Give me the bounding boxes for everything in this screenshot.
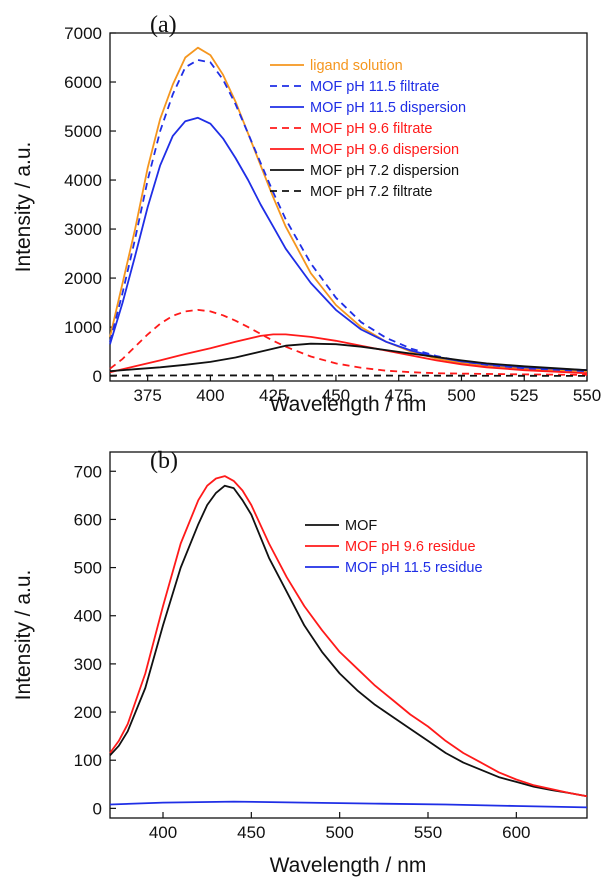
x-tick-label: 525 <box>510 386 538 405</box>
panel-b: 400 450 500 550 600 0 100 200 300 400 500 600 700 (b… <box>12 448 588 877</box>
x-axis-label: Wavelength / nm <box>270 854 427 877</box>
y-tick-label: 3000 <box>64 220 102 239</box>
series-layer <box>109 475 588 809</box>
y-tick-label: 300 <box>74 655 102 674</box>
series-line-mof <box>109 484 588 798</box>
y-tick-label: 6000 <box>64 73 102 92</box>
x-tick-label: 550 <box>573 386 601 405</box>
y-tick-label: 100 <box>74 751 102 770</box>
x-tick-label: 500 <box>447 386 475 405</box>
y-tick-label: 400 <box>74 607 102 626</box>
series-line-ligand-solution <box>109 46 588 373</box>
y-tick-label: 600 <box>74 510 102 529</box>
y-tick-label: 500 <box>74 559 102 578</box>
series-line-mof-ph-7-2-filtrate <box>109 374 588 377</box>
y-tick-label: 5000 <box>64 122 102 141</box>
axis-ticks: 375 400 425 450 475 500 525 550 0 1000 2000 3000 400… <box>64 24 601 405</box>
y-tick-label: 2000 <box>64 269 102 288</box>
y-tick-label: 1000 <box>64 318 102 337</box>
x-tick-label: 475 <box>385 386 413 405</box>
legend-entry-mof-ph-7-2-filtrate: MOF pH 7.2 filtrate <box>310 184 432 200</box>
legend-entry-mof-ph-7-2-dispersion: MOF pH 7.2 dispersion <box>310 163 459 179</box>
y-tick-label: 700 <box>74 462 102 481</box>
y-tick-label: 4000 <box>64 171 102 190</box>
plot-area-frame <box>109 451 588 819</box>
x-tick-label: 500 <box>325 823 353 842</box>
series-line-mof-ph-9-6-residue <box>109 475 588 798</box>
legend-entry-mof: MOF <box>345 518 377 534</box>
panel-label: (b) <box>150 448 178 474</box>
y-tick-label: 7000 <box>64 24 102 43</box>
x-tick-label: 550 <box>414 823 442 842</box>
legend: MOF MOF pH 9.6 residue MOF pH 11.5 residue <box>305 518 483 576</box>
x-tick-label: 450 <box>237 823 265 842</box>
legend: ligand solution MOF pH 11.5 filtrate MOF p… <box>270 58 466 200</box>
x-tick-label: 400 <box>149 823 177 842</box>
y-tick-label: 200 <box>74 703 102 722</box>
legend-entry-ligand-solution: ligand solution <box>310 58 403 74</box>
legend-entry-mof-ph-9-6-residue: MOF pH 9.6 residue <box>345 539 476 555</box>
x-axis-label: Wavelength / nm <box>270 393 427 416</box>
x-tick-label: 400 <box>196 386 224 405</box>
plot-area-frame <box>109 32 588 382</box>
series-line-mof-ph-11-5-filtrate <box>109 59 588 373</box>
y-axis-label: Intensity / a.u. <box>12 142 35 273</box>
legend-entry-mof-ph-11-5-dispersion: MOF pH 11.5 dispersion <box>310 100 466 116</box>
y-tick-label: 0 <box>93 367 102 386</box>
panel-a: 375 400 425 450 475 500 525 550 0 1000 2000 3000 400… <box>12 12 601 416</box>
y-axis-label: Intensity / a.u. <box>12 570 35 701</box>
x-tick-label: 425 <box>259 386 287 405</box>
series-layer <box>109 46 588 377</box>
series-line-mof-ph-9-6-dispersion <box>109 333 588 375</box>
x-tick-label: 375 <box>133 386 161 405</box>
axis-ticks: 400 450 500 550 600 0 100 200 300 400 500 600 700 <box>74 462 531 842</box>
series-line-mof-ph-9-6-filtrate <box>109 308 588 376</box>
legend-entry-mof-ph-11-5-residue: MOF pH 11.5 residue <box>345 560 483 576</box>
series-line-mof-ph-7-2-dispersion <box>109 342 588 373</box>
legend-entry-mof-ph-9-6-filtrate: MOF pH 9.6 filtrate <box>310 121 432 137</box>
legend-entry-mof-ph-9-6-dispersion: MOF pH 9.6 dispersion <box>310 142 459 158</box>
series-line-mof-ph-11-5-residue <box>109 800 588 809</box>
panel-label: (a) <box>150 12 177 38</box>
x-tick-label: 450 <box>322 386 350 405</box>
x-tick-label: 600 <box>502 823 530 842</box>
legend-entry-mof-ph-11-5-filtrate: MOF pH 11.5 filtrate <box>310 79 439 95</box>
y-tick-label: 0 <box>93 799 102 818</box>
